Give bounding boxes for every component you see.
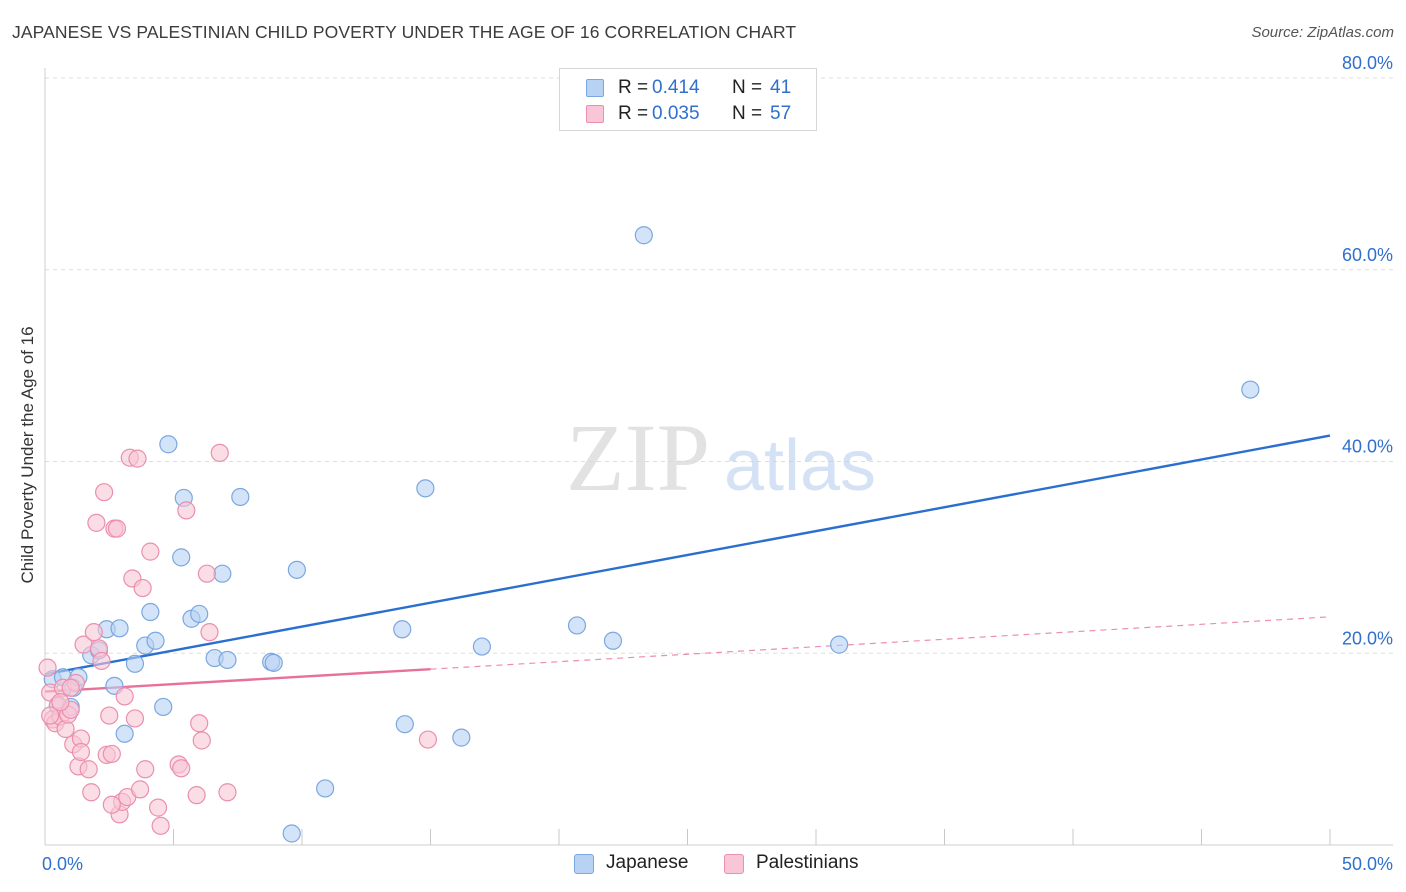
japanese-point <box>154 697 173 717</box>
bottom-legend-swatch-palestinians <box>724 854 744 874</box>
legend-n-label: N = <box>732 77 763 98</box>
axis-layer <box>44 68 1393 846</box>
legend-r-value: 0.035 <box>652 103 700 124</box>
y-tick-label: 60.0% <box>1342 245 1393 265</box>
y-tick-label: 80.0% <box>1342 53 1393 73</box>
palestinian-point <box>79 760 98 779</box>
palestinian-point <box>197 564 217 583</box>
palestinian-point <box>82 783 101 802</box>
bottom-legend-label: Palestinians <box>756 852 859 873</box>
japanese-point <box>110 619 129 638</box>
palestinian-point <box>210 443 229 462</box>
legend-n-label: N = <box>732 103 763 124</box>
palestinian-point <box>151 816 170 835</box>
japanese-point <box>231 487 250 507</box>
points-layer <box>38 226 1260 843</box>
japanese-point <box>1241 380 1260 399</box>
legend-n-value: 57 <box>770 103 792 124</box>
japanese-point <box>452 728 471 747</box>
y-tick-label: 40.0% <box>1342 437 1393 457</box>
palestinian-point <box>102 795 121 814</box>
palestinian-point <box>38 658 57 677</box>
japanese-point <box>567 616 587 635</box>
palestinian-point <box>102 744 121 764</box>
bottom-legend-swatch-japanese <box>574 854 594 874</box>
palestinian-point <box>84 623 103 642</box>
japanese-point <box>287 560 306 579</box>
palestinian-point <box>95 483 114 502</box>
palestinian-point <box>172 759 191 778</box>
japanese-point <box>190 604 209 624</box>
palestinian-point <box>133 578 152 598</box>
palestinian-point <box>51 693 70 712</box>
palestinian-point <box>418 730 438 749</box>
y-tick-label: 20.0% <box>1342 628 1393 648</box>
legend-swatch-japanese <box>586 79 604 97</box>
japanese-point <box>172 548 191 567</box>
japanese-point <box>316 779 335 798</box>
legend-r-value: 0.414 <box>652 77 700 98</box>
japanese-point <box>125 654 145 673</box>
source-label: Source: ZipAtlas.com <box>1251 24 1394 41</box>
palestinian-point <box>92 651 111 671</box>
palestinian-point <box>61 678 80 697</box>
palestinian-point <box>192 731 211 750</box>
japanese-point <box>830 635 849 654</box>
palestinian-point <box>115 687 134 706</box>
palestinian-point <box>107 519 127 538</box>
japanese-point <box>218 650 237 670</box>
japanese-point <box>393 620 412 639</box>
palestinian-point <box>148 798 168 817</box>
watermark-zip: ZIP <box>566 404 710 511</box>
legend-n-value: 41 <box>770 77 792 98</box>
legend-r-label: R = <box>618 103 649 124</box>
japanese-point <box>634 226 653 245</box>
bottom-legend-label: Japanese <box>606 852 689 873</box>
palestinian-point <box>100 706 119 725</box>
palestinian-point <box>187 786 206 805</box>
japanese-point <box>213 564 232 583</box>
x-tick-label: 50.0% <box>1342 854 1393 874</box>
x-tick-label: 0.0% <box>42 854 83 874</box>
palestinian-point <box>125 709 145 728</box>
japanese-point <box>115 724 134 743</box>
palestinian-point <box>41 706 60 725</box>
japanese-trend-line <box>44 434 1331 676</box>
palestinian-point <box>218 783 237 802</box>
palestinian-point <box>128 449 147 468</box>
legend-swatch-palestinians <box>586 105 604 123</box>
japanese-point <box>395 715 414 734</box>
palestinian-point <box>87 513 106 532</box>
palestinian-point <box>130 780 150 799</box>
watermark-atlas: atlas <box>724 426 876 506</box>
chart-title: JAPANESE VS PALESTINIAN CHILD POVERTY UN… <box>12 22 797 42</box>
palestinian-point <box>200 623 219 642</box>
palestinian-trend-extension <box>430 616 1331 670</box>
japanese-point <box>141 602 160 622</box>
palestinian-trend-line <box>44 667 431 693</box>
palestinian-point <box>141 542 160 561</box>
tick-label-layer: 20.0% 40.0% 60.0% 80.0% 0.0% 50.0% <box>42 53 1393 874</box>
grid-layer <box>45 77 1393 654</box>
japanese-point <box>264 653 283 672</box>
japanese-point <box>282 824 301 843</box>
palestinian-point <box>136 760 155 779</box>
palestinian-point <box>177 501 196 520</box>
correlation-legend: R = 0.414 N = 41 R = 0.035 N = 57 <box>559 68 817 131</box>
palestinian-point <box>190 714 209 733</box>
palestinian-point <box>71 742 91 762</box>
japanese-point <box>146 631 165 650</box>
japanese-point <box>472 637 491 656</box>
legend-r-label: R = <box>618 77 649 98</box>
japanese-point <box>603 631 623 650</box>
japanese-point <box>416 479 435 498</box>
japanese-point <box>159 435 178 454</box>
